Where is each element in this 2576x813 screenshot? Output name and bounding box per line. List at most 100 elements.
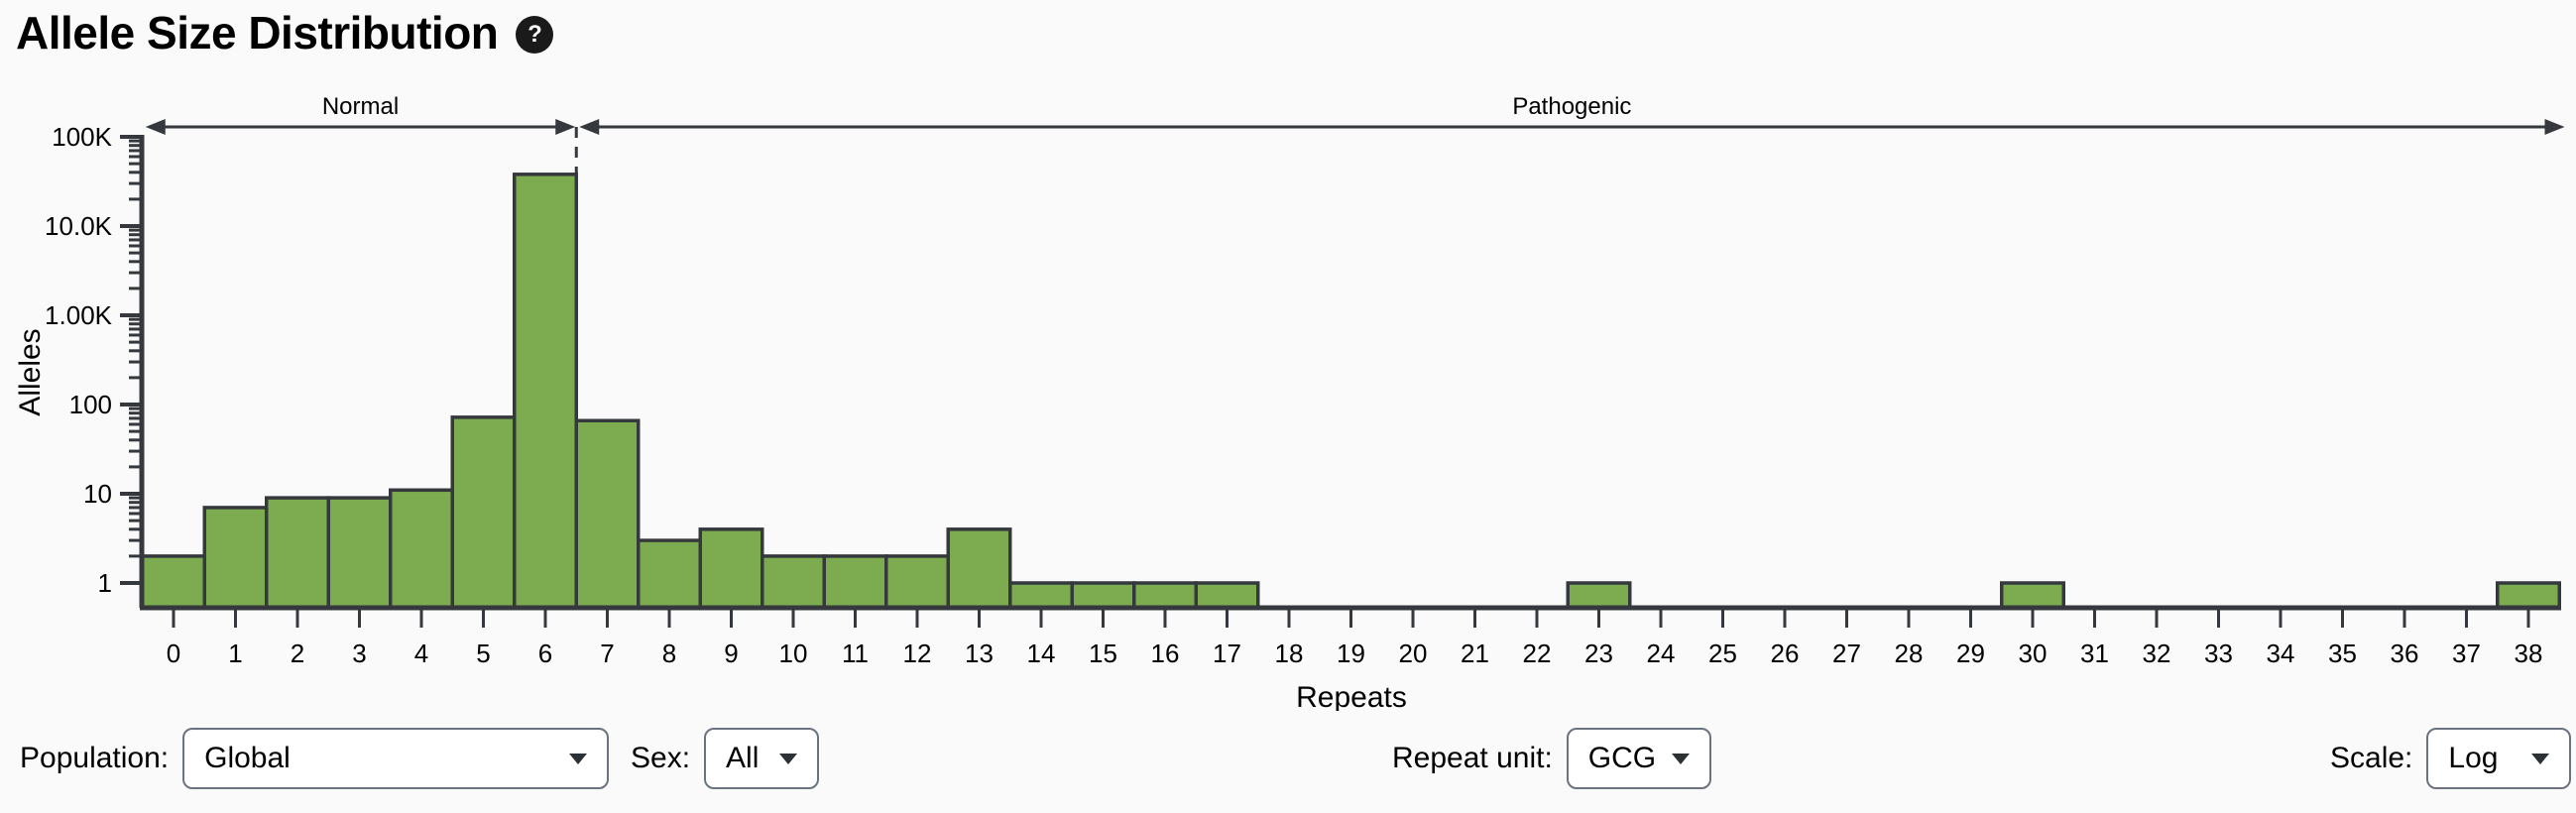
x-tick-label: 35 [2328,639,2357,668]
x-tick-label: 26 [1771,639,1800,668]
x-tick-label: 9 [724,639,738,668]
x-tick-label: 11 [842,639,869,668]
x-tick-label: 33 [2204,639,2233,668]
region-annotation-pathogenic: Pathogenic [579,93,2565,135]
bar-repeat-5[interactable] [450,415,517,610]
x-tick-label: 37 [2452,639,2481,668]
scale-control: Scale: Log [2330,727,2572,790]
y-tick-label: 1.00K [45,300,113,330]
x-tick-label: 1 [228,639,242,668]
bars-group [141,173,2561,610]
x-tick-label: 3 [352,639,366,668]
chevron-down-icon [1672,753,1691,764]
x-tick-label: 13 [965,639,994,668]
scale-select[interactable]: Log [2426,728,2572,789]
bar-repeat-23[interactable] [1566,581,1632,610]
population-control: Population: Global [20,727,610,790]
x-tick-label: 22 [1523,639,1552,668]
x-tick-label: 27 [1832,639,1861,668]
bar-repeat-4[interactable] [389,488,454,610]
population-label: Population: [20,742,170,774]
bar-repeat-13[interactable] [946,527,1012,610]
bar-repeat-17[interactable] [1194,581,1260,610]
region-label: Pathogenic [1512,93,1631,120]
x-tick-label: 28 [1895,639,1924,668]
bar-repeat-6[interactable] [513,173,578,610]
bar-repeat-8[interactable] [637,538,702,610]
bar-repeat-12[interactable] [884,554,950,610]
sex-select[interactable]: All [704,728,820,789]
repeat-unit-control: Repeat unit: GCG [1392,727,1711,790]
bar-repeat-30[interactable] [2000,581,2065,610]
x-tick-label: 38 [2515,639,2543,668]
y-tick-label: 100K [52,122,112,152]
bar-repeat-15[interactable] [1070,581,1136,610]
sex-label: Sex: [631,742,691,774]
page-title: Allele Size Distribution [16,7,499,58]
x-tick-label: 32 [2143,639,2171,668]
y-tick-label: 10 [83,479,112,509]
bar-repeat-3[interactable] [326,496,393,610]
x-tick-label: 10 [779,639,808,668]
scale-label: Scale: [2330,742,2413,774]
help-icon[interactable]: ? [516,16,554,54]
bar-repeat-2[interactable] [265,496,330,610]
repeat-unit-select[interactable]: GCG [1566,728,1711,789]
x-tick-label: 36 [2391,639,2419,668]
x-tick-label: 5 [476,639,490,668]
sex-control: Sex: All [631,727,820,790]
x-tick-label: 15 [1089,639,1117,668]
x-axis-title: Repeats [1296,681,1407,711]
y-tick-label: 1 [98,568,112,598]
scale-select-value: Log [2448,742,2499,774]
x-tick-label: 6 [538,639,552,668]
bar-repeat-7[interactable] [574,418,641,610]
chevron-down-icon [569,753,588,764]
region-label: Normal [322,93,399,120]
bar-repeat-0[interactable] [141,554,206,610]
x-tick-label: 17 [1213,639,1241,668]
x-tick-label: 25 [1708,639,1737,668]
bar-repeat-16[interactable] [1132,581,1198,610]
bar-repeat-1[interactable] [202,506,269,610]
x-tick-label: 30 [2019,639,2048,668]
x-tick-label: 12 [903,639,932,668]
x-tick-label: 23 [1584,639,1613,668]
chevron-down-icon [779,753,798,764]
x-tick-label: 20 [1399,639,1428,668]
x-tick-label: 29 [1956,639,1985,668]
repeat-unit-select-value: GCG [1587,742,1657,774]
bar-repeat-11[interactable] [822,554,888,610]
controls-bar: Population: Global Sex: All Repeat unit:… [0,727,2576,792]
bar-repeat-14[interactable] [1008,581,1074,610]
x-tick-label: 14 [1027,639,1056,668]
sex-select-value: All [726,742,760,774]
page-header: Allele Size Distribution ? [16,6,554,59]
x-tick-label: 19 [1337,639,1365,668]
x-tick-label: 34 [2267,639,2295,668]
y-axis-title: Alleles [14,328,47,415]
x-tick-label: 21 [1461,639,1489,668]
population-select-value: Global [204,742,291,774]
bar-repeat-10[interactable] [761,554,826,610]
chevron-down-icon [2531,753,2550,764]
bar-repeat-9[interactable] [698,527,764,610]
help-icon-glyph: ? [527,21,542,48]
population-select[interactable]: Global [182,728,610,789]
y-tick-label: 10.0K [45,211,113,241]
x-tick-label: 0 [167,639,180,668]
y-tick-label: 100 [69,390,112,419]
x-tick-label: 7 [600,639,614,668]
bar-repeat-38[interactable] [2496,581,2561,610]
x-tick-label: 24 [1647,639,1676,668]
repeat-unit-label: Repeat unit: [1392,742,1553,774]
x-tick-label: 4 [414,639,428,668]
x-tick-label: 18 [1275,639,1304,668]
x-tick-label: 8 [662,639,676,668]
x-tick-label: 2 [291,639,304,668]
x-tick-label: 16 [1151,639,1180,668]
x-tick-label: 31 [2080,639,2109,668]
